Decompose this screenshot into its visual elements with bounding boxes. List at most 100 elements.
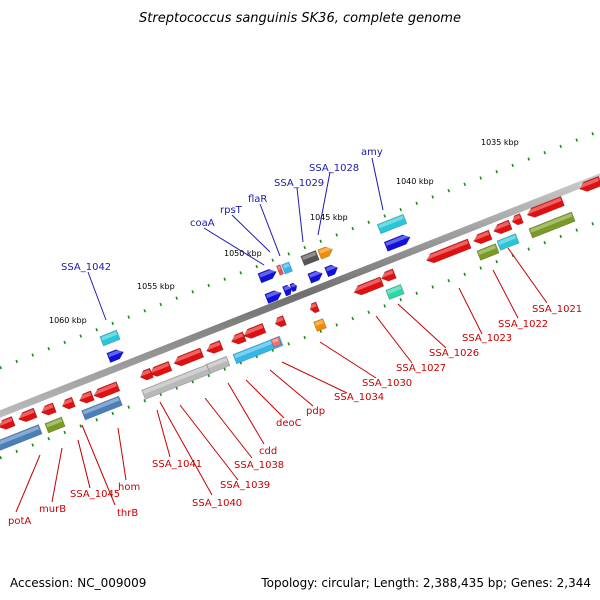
ruler-tick <box>143 309 147 313</box>
ruler-tick <box>335 233 339 237</box>
forward-gene-block <box>300 250 320 266</box>
gene-features <box>0 175 600 452</box>
gene-label-ssa-1045: SSA_1045 <box>70 489 120 500</box>
ruler-tick <box>383 214 387 218</box>
ruler-tick <box>111 321 115 326</box>
kbp-label-1055: 1055 kbp <box>137 282 175 291</box>
ruler-tick <box>559 144 563 149</box>
ruler-tick <box>111 411 115 416</box>
forward-gene-block <box>307 270 323 284</box>
ruler-ticks <box>0 132 595 460</box>
ruler-tick <box>239 271 243 275</box>
ruler-tick <box>223 367 227 371</box>
ruler-tick <box>303 335 307 340</box>
ruler-tick <box>31 353 35 357</box>
ruler-tick <box>319 329 323 333</box>
forward-gene-block <box>282 284 293 297</box>
ruler-tick <box>303 245 307 250</box>
ruler-tick <box>191 290 195 294</box>
ruler-tick <box>527 247 531 251</box>
ruler-tick <box>351 226 355 231</box>
gene-label-hom: hom <box>118 482 140 493</box>
forward-gene-block <box>376 213 408 235</box>
forward-gene-block <box>317 246 333 260</box>
kbp-label-1045: 1045 kbp <box>310 213 348 222</box>
ruler-tick <box>287 342 291 346</box>
reverse-gene-block <box>579 175 600 192</box>
reverse-gene-block <box>476 243 500 261</box>
reverse-gene-block <box>139 367 154 381</box>
ruler-tick <box>495 260 499 264</box>
ruler-tick <box>479 266 483 270</box>
ruler-tick <box>31 443 35 447</box>
gene-label-ssa-1028: SSA_1028 <box>309 163 359 174</box>
ruler-tick <box>447 188 451 193</box>
reverse-gene-block <box>18 407 38 423</box>
reverse-gene-block <box>380 268 397 282</box>
gene-label-pdp: pdp <box>306 406 325 417</box>
reverse-gene-block <box>61 396 76 410</box>
ruler-tick <box>47 347 51 351</box>
gene-label-ssa-1041: SSA_1041 <box>152 459 202 470</box>
ruler-tick <box>0 366 3 370</box>
ruler-tick <box>543 151 547 155</box>
gene-label-cdd: cdd <box>259 446 277 457</box>
ruler-tick <box>207 283 211 288</box>
kbp-label-1060: 1060 kbp <box>49 316 87 325</box>
reverse-gene-block <box>511 213 524 226</box>
ruler-tick <box>415 291 419 296</box>
reverse-gene-block <box>274 315 287 328</box>
ruler-tick <box>463 182 467 187</box>
gene-label-coaa: coaA <box>190 218 215 229</box>
ruler-tick <box>159 302 163 307</box>
map-title: Streptococcus sanguinis SK36, complete g… <box>139 11 461 26</box>
ruler-tick <box>175 296 179 300</box>
forward-gene-block <box>257 268 277 284</box>
reverse-gene-block <box>353 276 385 296</box>
reverse-gene-block <box>528 211 576 239</box>
reverse-gene-block <box>313 318 327 332</box>
gene-label-ssa-1022: SSA_1022 <box>498 319 548 330</box>
forward-gene-block <box>275 264 285 276</box>
reverse-gene-block <box>141 364 211 400</box>
forward-gene-block <box>289 282 298 293</box>
ruler-tick <box>15 449 19 454</box>
gene-label-thrb: thrB <box>117 508 138 519</box>
ruler-tick <box>383 304 387 308</box>
ruler-tick <box>271 258 275 262</box>
gene-label-ssa-1026: SSA_1026 <box>429 348 479 359</box>
ruler-tick <box>63 340 67 345</box>
gene-label-ssa-1030: SSA_1030 <box>362 378 412 389</box>
forward-gene-block <box>383 233 411 252</box>
ruler-tick <box>447 278 451 283</box>
reverse-gene-block <box>243 322 267 339</box>
gene-label-ssa-1029: SSA_1029 <box>274 178 324 189</box>
reverse-gene-block <box>206 340 224 354</box>
reverse-gene-block <box>526 195 565 218</box>
gene-label-deoc: deoC <box>276 418 302 429</box>
ruler-tick <box>367 220 371 224</box>
gene-label-ssa-1027: SSA_1027 <box>396 363 446 374</box>
ruler-tick <box>415 201 419 206</box>
accession-text: Accession: NC_009009 <box>10 576 146 590</box>
ruler-tick <box>479 176 483 180</box>
gene-label-rpst: rpsT <box>220 205 243 216</box>
ruler-tick <box>127 315 131 319</box>
ruler-tick <box>79 334 83 338</box>
gene-label-murb: murB <box>39 504 66 515</box>
forward-gene-block <box>324 264 338 278</box>
reverse-gene-block <box>0 416 16 430</box>
gene-label-ssa-1021: SSA_1021 <box>532 304 582 315</box>
ruler-tick <box>431 195 435 199</box>
forward-gene-block <box>264 289 282 304</box>
reverse-gene-block <box>78 390 95 404</box>
ruler-tick <box>351 316 355 321</box>
kbp-label-1040: 1040 kbp <box>396 177 434 186</box>
reverse-gene-block <box>149 360 173 377</box>
ruler-tick <box>463 272 467 277</box>
ruler-tick <box>95 418 99 422</box>
ruler-tick <box>559 234 563 239</box>
gene-label-ssa-1023: SSA_1023 <box>462 333 512 344</box>
gene-label-flar: flaR <box>248 194 267 205</box>
gene-label-amy: amy <box>361 147 383 158</box>
